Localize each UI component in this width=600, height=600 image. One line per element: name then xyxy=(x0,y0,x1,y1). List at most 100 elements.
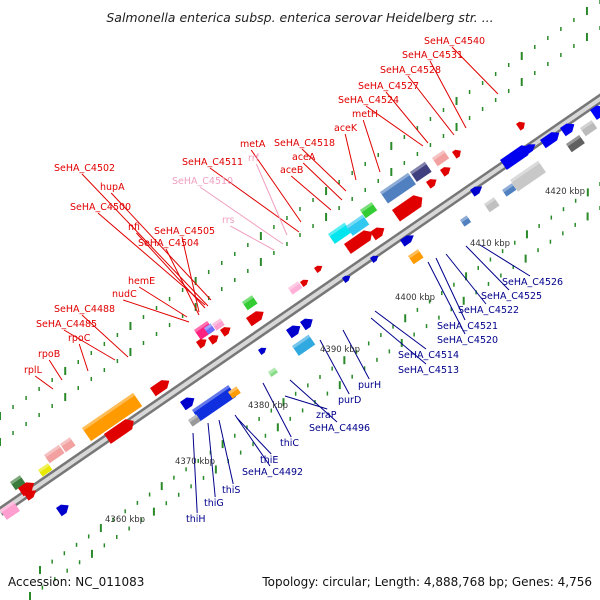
forward-gene-shape xyxy=(580,120,598,137)
reverse-gene xyxy=(370,255,379,263)
leader-line xyxy=(435,257,466,321)
leader-line xyxy=(236,417,272,455)
reverse-gene-shape xyxy=(560,123,575,137)
forward-gene-shape xyxy=(426,179,437,189)
forward-gene-shine xyxy=(242,295,254,305)
leader-line xyxy=(165,248,200,316)
leader-line xyxy=(479,244,531,277)
reverse-gene xyxy=(400,235,414,247)
reverse-gene xyxy=(560,123,575,137)
reverse-gene-shape xyxy=(370,255,379,263)
forward-gene-shape xyxy=(288,281,303,295)
reverse-gene-shape xyxy=(300,318,313,331)
forward-gene xyxy=(10,475,26,491)
leader-line xyxy=(81,314,129,358)
leader-line xyxy=(289,379,338,423)
gene-label-forward: metA xyxy=(240,139,266,150)
forward-gene-shape xyxy=(38,463,53,477)
leader-line xyxy=(302,162,343,201)
forward-gene xyxy=(426,179,437,189)
leader-line xyxy=(319,339,350,395)
forward-gene-shine xyxy=(328,222,347,237)
reverse-gene-shape xyxy=(268,367,278,377)
accession-text: Accession: NC_011083 xyxy=(8,575,145,589)
forward-gene-shape xyxy=(196,339,207,349)
reverse-gene-shine xyxy=(228,386,238,395)
forward-gene-shape xyxy=(370,227,385,241)
gene-label-forward: rplL xyxy=(24,365,43,376)
gene-label-reverse: SeHA_C4513 xyxy=(398,365,459,376)
gene-label-forward: SeHA_C4485 xyxy=(36,319,97,330)
reverse-gene-shine xyxy=(292,334,311,349)
reverse-gene xyxy=(460,215,472,227)
forward-gene xyxy=(104,419,134,444)
gene-label-reverse: thiC xyxy=(280,438,299,449)
reverse-gene-shape xyxy=(286,325,301,339)
forward-gene xyxy=(220,327,231,337)
kbp-label: 4410 kbp xyxy=(470,239,510,249)
reverse-gene-shape xyxy=(484,197,500,213)
leader-line xyxy=(207,422,216,498)
forward-gene xyxy=(328,222,352,244)
reverse-gene xyxy=(56,504,69,517)
map-title: Salmonella enterica subsp. enterica sero… xyxy=(106,10,494,25)
forward-gene-shape xyxy=(82,392,143,442)
forward-gene-shine xyxy=(288,281,300,291)
gene-label-forward: SeHA_C4500 xyxy=(70,202,131,213)
gene-label-reverse: thiG xyxy=(204,498,224,509)
reverse-gene xyxy=(292,334,316,356)
forward-gene-shape xyxy=(208,335,219,345)
forward-gene-shape xyxy=(10,475,26,491)
forward-gene xyxy=(392,195,423,222)
gene-label-forward: SeHA_C4511 xyxy=(182,157,243,168)
reverse-gene xyxy=(268,367,278,377)
forward-gene-shape xyxy=(566,134,585,153)
gene-label-reverse: thiH xyxy=(186,514,206,525)
forward-gene xyxy=(44,444,65,464)
gene-label-reverse: zraP xyxy=(316,410,337,421)
leader-line xyxy=(34,375,54,390)
forward-gene-shine xyxy=(82,392,135,431)
leader-line xyxy=(123,299,190,323)
forward-gene-shine xyxy=(10,475,22,485)
forward-gene xyxy=(590,105,600,120)
gene-label-forward: nudC xyxy=(112,289,137,300)
leader-line xyxy=(136,232,206,309)
forward-gene xyxy=(18,482,35,497)
gene-labels: SeHA_C4540 SeHA_C4531 SeHA_C4528 SeHA_C4527… xyxy=(24,36,563,525)
reverse-gene-shape xyxy=(460,215,472,227)
reverse-gene xyxy=(180,397,195,411)
forward-gene-shine xyxy=(212,318,222,327)
reverse-gene-shape xyxy=(502,183,517,197)
forward-gene-shape xyxy=(300,279,309,287)
leader-line xyxy=(81,173,209,307)
forward-gene xyxy=(370,227,385,241)
gene-label-forward: hupA xyxy=(100,182,125,193)
reverse-gene-shine xyxy=(268,367,277,375)
forward-gene-shape xyxy=(204,323,216,335)
leader-line xyxy=(110,192,212,301)
forward-gene-shape xyxy=(246,311,264,327)
reverse-gene-shape xyxy=(520,144,536,157)
forward-gene xyxy=(208,335,219,345)
reverse-gene xyxy=(484,197,500,213)
forward-gene xyxy=(196,339,207,349)
reverse-gene-shine xyxy=(484,197,496,207)
leader-line xyxy=(365,105,424,147)
forward-gene-shape xyxy=(60,437,76,453)
forward-gene xyxy=(82,392,143,442)
reverse-gene-shape xyxy=(180,397,195,411)
forward-gene-shape xyxy=(328,222,352,244)
gene-label-forward: aceA xyxy=(292,152,316,163)
leader-line xyxy=(451,46,499,95)
reverse-gene xyxy=(408,249,424,265)
forward-gene-shine xyxy=(204,323,213,331)
forward-gene-shine xyxy=(432,150,446,161)
gene-label-forward: SeHA_C4504 xyxy=(138,238,199,249)
leader-line xyxy=(218,419,234,485)
forward-gene-shape xyxy=(212,318,225,331)
forward-gene-shine xyxy=(38,463,50,473)
leader-line xyxy=(250,149,302,223)
forward-gene-shape xyxy=(150,380,170,397)
